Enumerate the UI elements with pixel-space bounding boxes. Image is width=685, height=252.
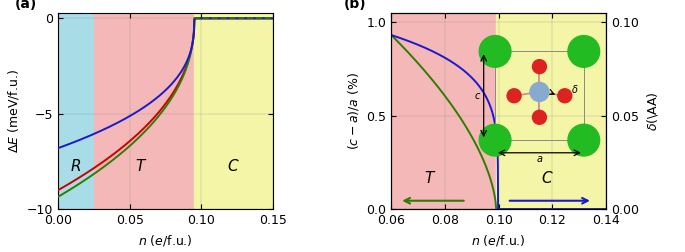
- Circle shape: [532, 110, 547, 124]
- Text: $c$: $c$: [474, 91, 481, 101]
- Text: C: C: [542, 171, 552, 186]
- Circle shape: [530, 82, 549, 102]
- Circle shape: [568, 36, 599, 67]
- Text: $\delta$: $\delta$: [571, 83, 579, 96]
- Text: (a): (a): [15, 0, 38, 11]
- Y-axis label: $(c - a)/a$ (%): $(c - a)/a$ (%): [346, 72, 361, 150]
- Text: $a$: $a$: [536, 154, 543, 164]
- Text: R: R: [70, 159, 81, 174]
- Circle shape: [507, 89, 521, 103]
- Circle shape: [558, 89, 572, 103]
- Bar: [496, 13, 620, 209]
- Circle shape: [568, 124, 599, 156]
- Y-axis label: $\delta$(\AA): $\delta$(\AA): [645, 91, 660, 131]
- X-axis label: $n$ ($e$/f.u.): $n$ ($e$/f.u.): [471, 233, 526, 247]
- Bar: [195, 13, 280, 209]
- Text: C: C: [227, 159, 238, 174]
- Bar: [94, 13, 195, 209]
- Text: T: T: [135, 159, 145, 174]
- Bar: [391, 13, 496, 209]
- X-axis label: $n$ ($e$/f.u.): $n$ ($e$/f.u.): [138, 233, 193, 247]
- Bar: [58, 13, 94, 209]
- Circle shape: [532, 60, 547, 74]
- Y-axis label: $\Delta E$ (meV/f.u.): $\Delta E$ (meV/f.u.): [6, 69, 21, 153]
- Circle shape: [479, 124, 511, 156]
- Circle shape: [479, 36, 511, 67]
- Text: T: T: [424, 171, 434, 186]
- Text: (b): (b): [344, 0, 366, 11]
